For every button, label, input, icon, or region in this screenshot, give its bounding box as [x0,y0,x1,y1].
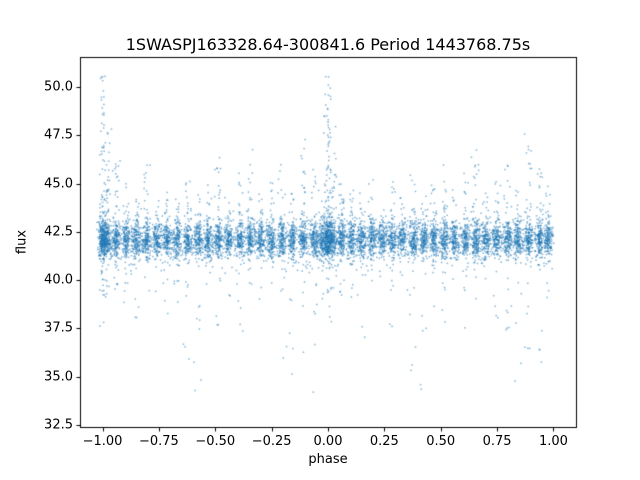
x-axis-label: phase [308,452,348,467]
y-tick-label: 40.0 [44,272,73,288]
y-tick-label: 42.5 [44,224,73,240]
x-tick-label: 0.50 [426,434,456,449]
x-tick-label: −0.25 [251,434,292,449]
y-tick-label: 35.0 [44,369,73,385]
y-tick-label: 50.0 [44,79,73,95]
chart-title: 1SWASPJ163328.64-300841.6 Period 1443768… [125,35,531,54]
y-tick-label: 37.5 [44,320,73,336]
x-tick-label: 0.75 [482,434,512,449]
x-tick-label: 1.00 [538,434,568,449]
x-tick-label: −1.00 [82,434,123,449]
x-tick-label: −0.75 [138,434,179,449]
y-tick-label: 45.0 [44,176,73,192]
x-tick-label: −0.50 [195,434,236,449]
y-axis-label: flux [14,229,30,255]
y-tick-label: 47.5 [44,127,73,143]
x-tick-label: 0.25 [369,434,399,449]
y-tick-label: 32.5 [44,417,73,433]
x-tick-label: 0.00 [313,434,343,449]
